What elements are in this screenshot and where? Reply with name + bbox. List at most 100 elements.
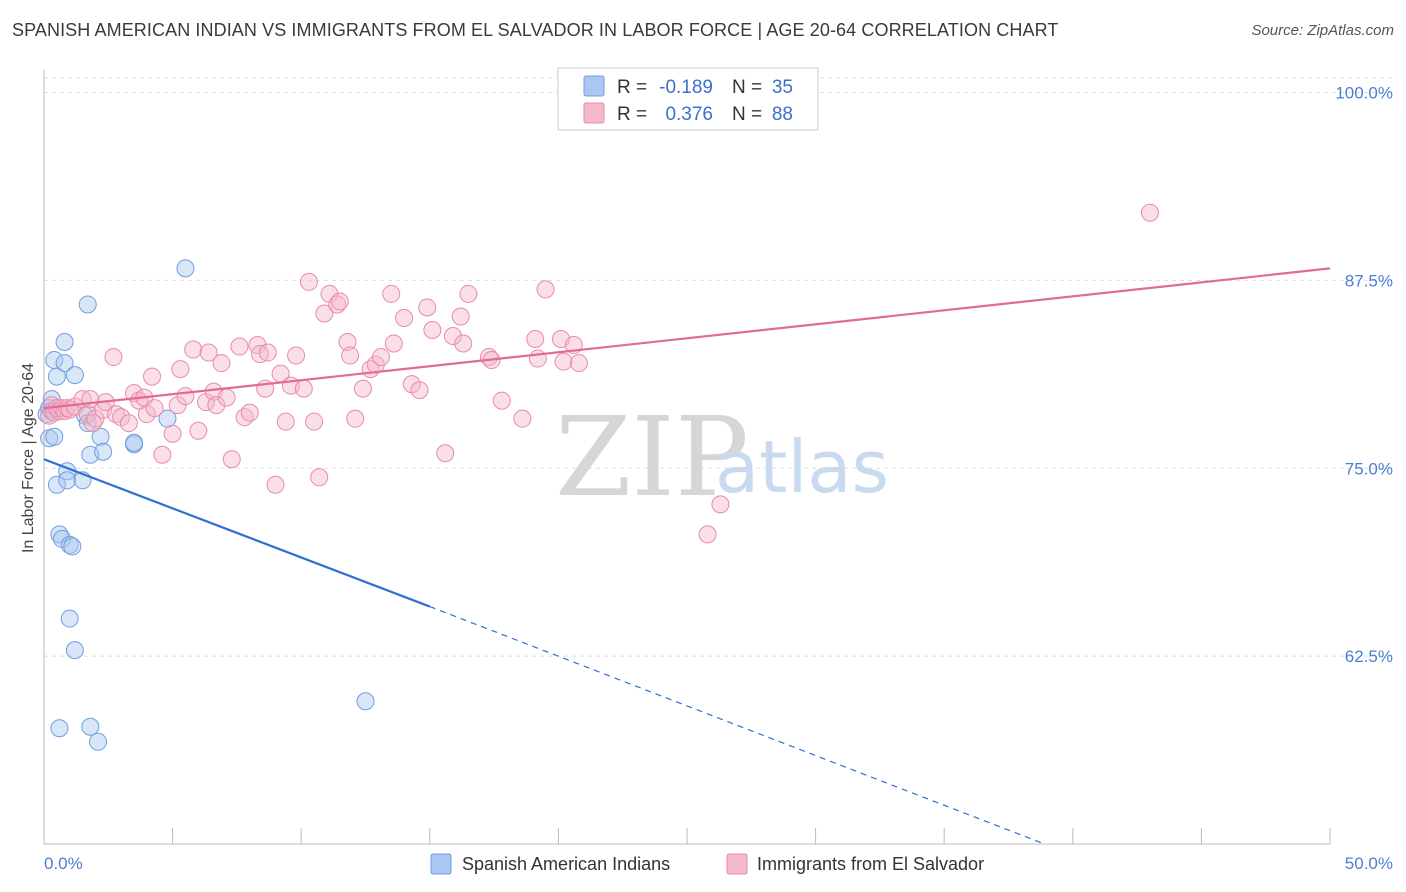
bottom-legend-swatch-pink <box>726 853 748 875</box>
data-point <box>315 304 334 323</box>
data-point <box>60 609 79 628</box>
data-point <box>276 412 295 431</box>
gridlines <box>44 77 1393 657</box>
data-point <box>199 343 218 362</box>
legend-r-label-1: R = <box>617 104 647 125</box>
y-tick-labels: 62.5% 75.0% 87.5% 100.0% <box>1335 84 1393 667</box>
x-tick-label-max: 50.0% <box>1345 854 1393 873</box>
data-point <box>310 468 329 487</box>
data-point <box>395 308 414 327</box>
y-tick-label: 87.5% <box>1345 271 1393 290</box>
data-point <box>55 333 74 352</box>
data-point <box>119 414 138 433</box>
trend-line-pink <box>43 267 1331 410</box>
data-point <box>353 379 372 398</box>
watermark-atlas: atlas <box>715 425 889 509</box>
y-axis-label: In Labor Force | Age 20-64 <box>20 363 37 553</box>
legend-n-value-1: 88 <box>772 104 793 125</box>
bottom-legend-label-1: Immigrants from El Salvador <box>757 854 984 874</box>
data-point <box>423 321 442 340</box>
legend-swatch-blue <box>583 75 605 97</box>
data-point <box>55 354 74 373</box>
data-point <box>91 427 110 446</box>
bottom-legend-label-0: Spanish American Indians <box>462 854 670 874</box>
legend-n-label-0: N = <box>732 77 762 98</box>
chart-title: SPANISH AMERICAN INDIAN VS IMMIGRANTS FR… <box>12 20 1059 40</box>
x-axis-ticks <box>43 828 1331 844</box>
data-point <box>528 349 547 368</box>
data-point <box>81 717 100 736</box>
data-point <box>371 348 390 367</box>
data-point <box>258 343 277 362</box>
trend-lines <box>43 267 1331 845</box>
data-point <box>384 334 403 353</box>
data-point <box>65 366 84 385</box>
data-point <box>410 381 429 400</box>
data-point <box>341 346 360 365</box>
data-point <box>153 445 172 464</box>
data-point <box>125 433 144 452</box>
watermark: ZIP atlas <box>555 393 889 521</box>
data-point <box>176 387 195 406</box>
data-point <box>320 284 339 303</box>
data-point <box>230 337 249 356</box>
data-point <box>328 295 347 314</box>
data-point <box>184 340 203 359</box>
data-point <box>1140 203 1159 222</box>
legend-r-value-1: 0.376 <box>665 104 713 125</box>
data-point <box>168 396 187 415</box>
legend-n-label-1: N = <box>732 104 762 125</box>
data-point <box>78 295 97 314</box>
source-label: Source: ZipAtlas.com <box>1251 22 1394 39</box>
data-point <box>356 692 375 711</box>
data-point <box>176 259 195 278</box>
legend-box: R = -0.189 N = 35 R = 0.376 N = 88 <box>557 67 819 131</box>
data-point <box>454 334 473 353</box>
legend-r-value-0: -0.189 <box>659 77 713 98</box>
data-point <box>207 396 226 415</box>
data-point <box>299 272 318 291</box>
watermark-zip: ZIP <box>555 393 749 521</box>
data-point <box>94 442 113 461</box>
data-point <box>50 719 69 738</box>
data-point <box>143 367 162 386</box>
data-point <box>47 367 66 386</box>
data-point <box>418 298 437 317</box>
data-point <box>107 405 126 424</box>
data-point <box>294 379 313 398</box>
data-point <box>163 424 182 443</box>
data-point <box>104 348 123 367</box>
data-point <box>47 475 66 494</box>
legend-r-label-0: R = <box>617 77 647 98</box>
data-point <box>305 412 324 431</box>
data-point <box>189 421 208 440</box>
data-point <box>197 393 216 412</box>
data-point <box>58 471 77 490</box>
trend-line-blue <box>43 458 431 608</box>
data-point <box>251 345 270 364</box>
data-point <box>492 391 511 410</box>
data-point <box>65 641 84 660</box>
bottom-legend: Spanish American Indians Immigrants from… <box>430 853 984 875</box>
data-point <box>382 284 401 303</box>
series-spanish-american-indians <box>37 259 375 751</box>
data-point <box>459 284 478 303</box>
data-point <box>513 409 532 428</box>
data-point <box>569 354 588 373</box>
data-point <box>63 537 82 556</box>
data-point <box>86 409 105 428</box>
bottom-legend-swatch-blue <box>430 853 452 875</box>
y-tick-label: 100.0% <box>1335 84 1393 103</box>
data-point <box>266 475 285 494</box>
data-point <box>171 360 190 379</box>
data-point <box>217 388 236 407</box>
data-point <box>89 732 108 751</box>
data-point <box>330 292 349 311</box>
data-point <box>451 307 470 326</box>
data-point <box>338 333 357 352</box>
data-point <box>554 352 573 371</box>
data-point <box>222 450 241 469</box>
x-tick-label-min: 0.0% <box>44 854 83 873</box>
data-point <box>698 525 717 544</box>
